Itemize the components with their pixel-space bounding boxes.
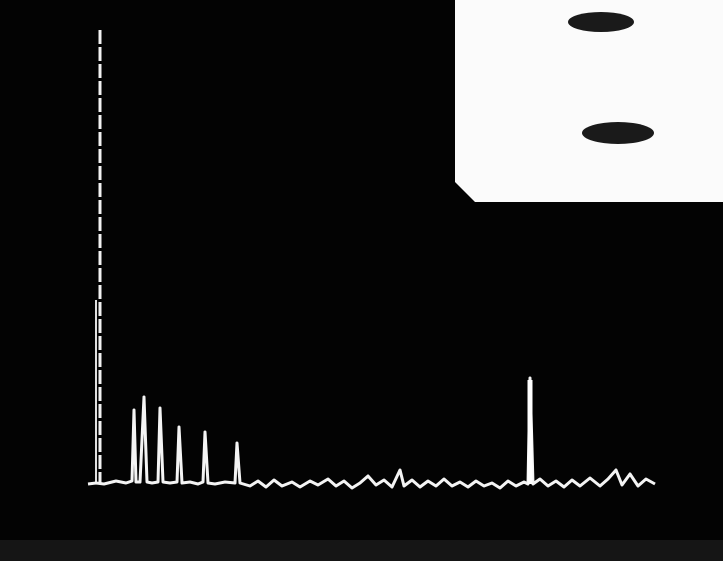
spectrum-trace [87,376,656,490]
dark-spot [568,12,634,32]
bottom-edge [0,540,723,561]
dark-spot [582,122,654,144]
light-panel [455,0,723,202]
